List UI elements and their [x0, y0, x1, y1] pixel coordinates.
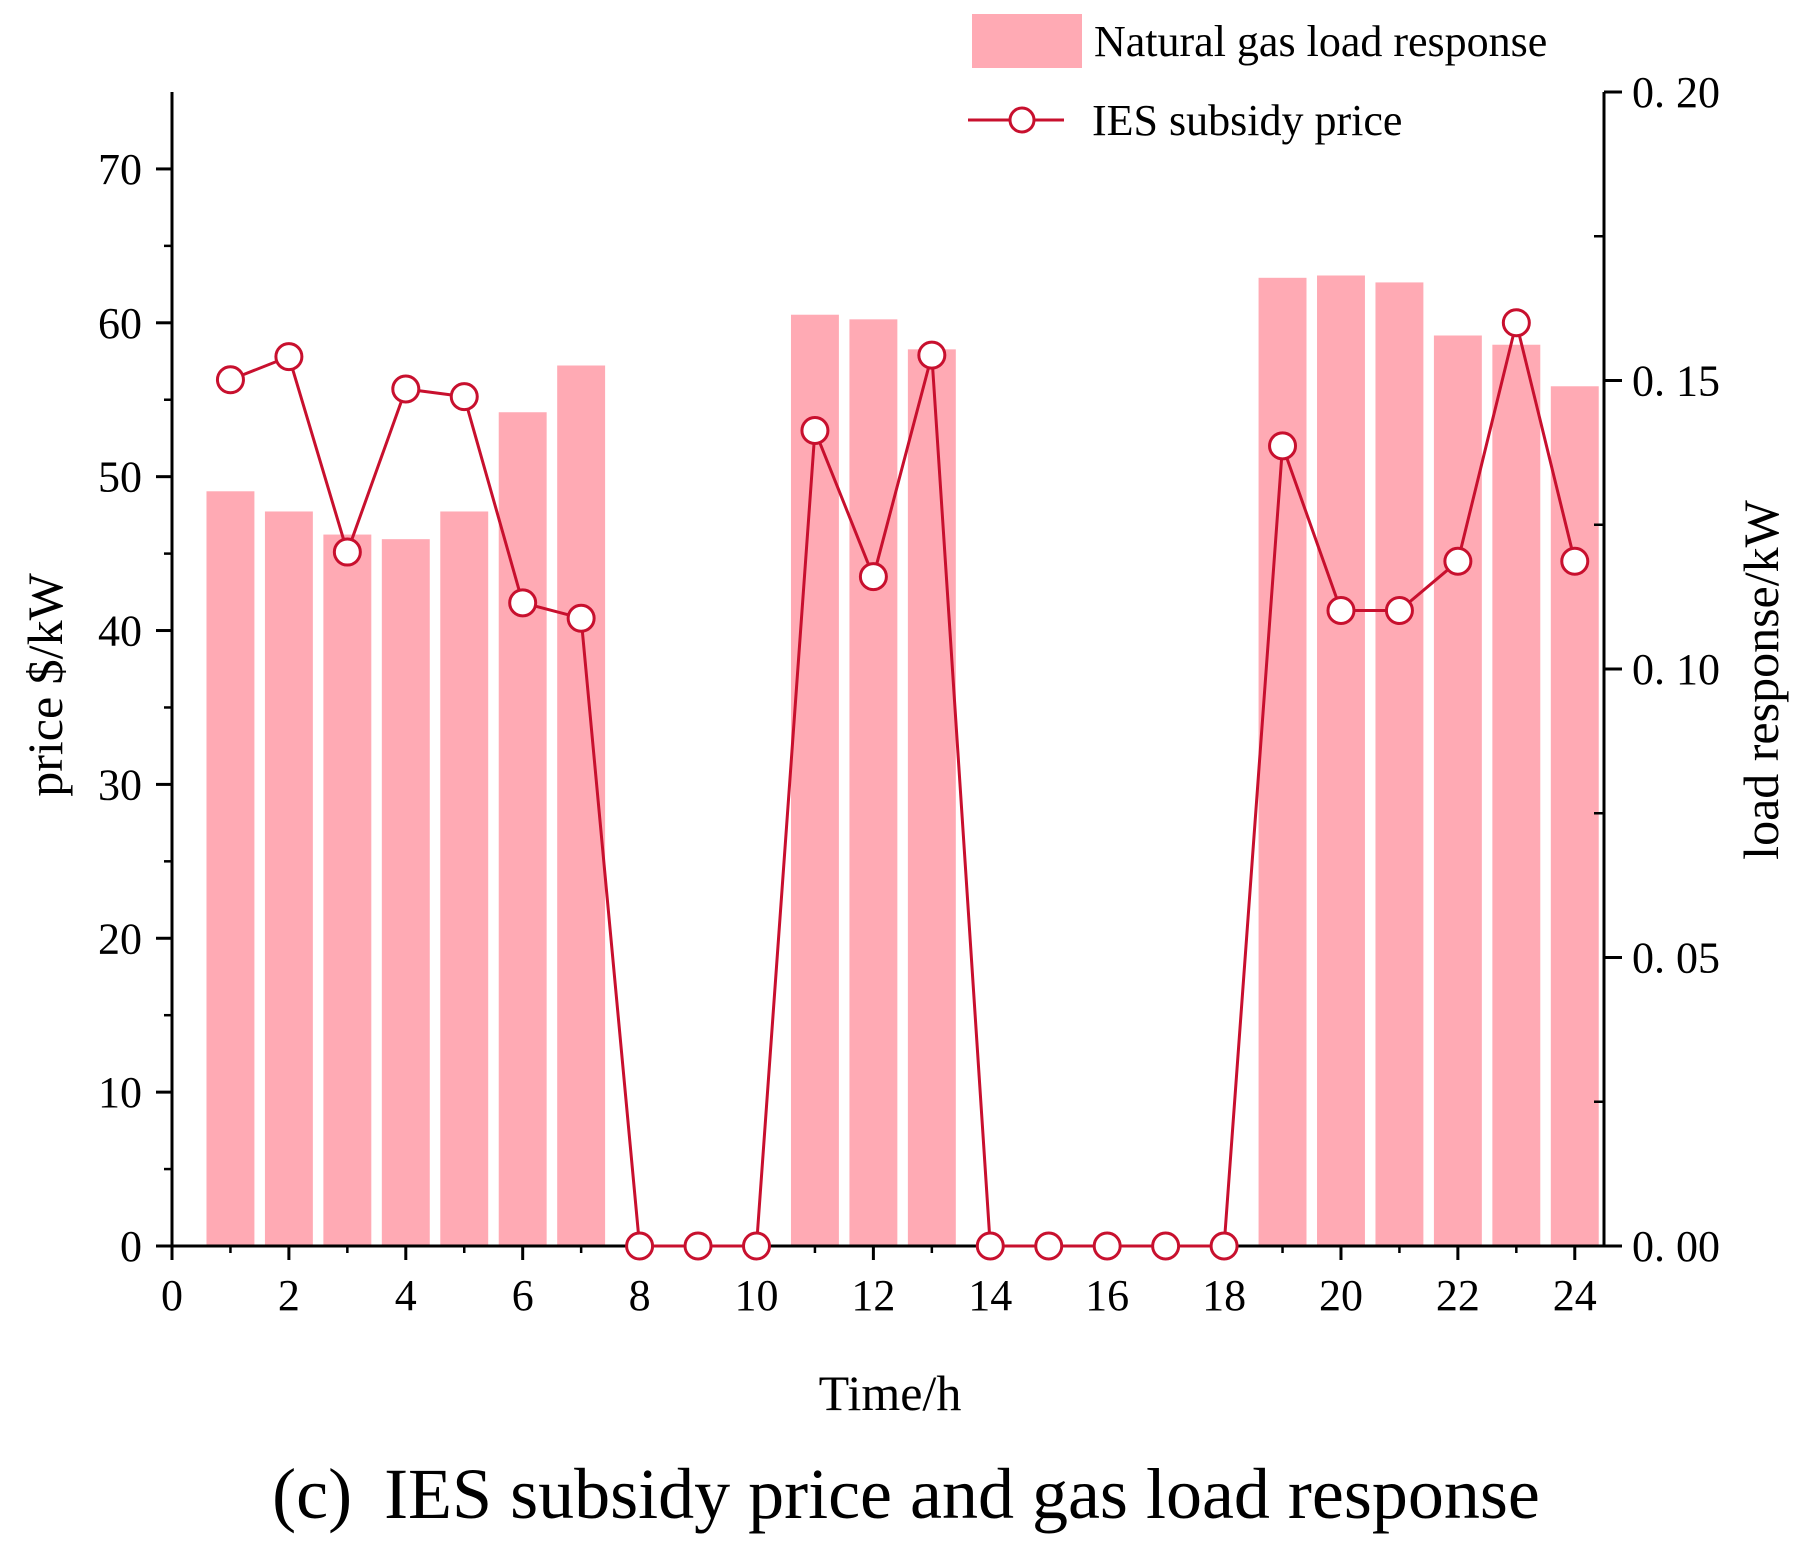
line-series: [215, 308, 1590, 1261]
y-left-tick-label: 0: [120, 1222, 142, 1271]
price-point-t4: [391, 374, 421, 404]
y-left-tick-label: 20: [98, 914, 142, 963]
legend: Natural gas load response IES subsidy pr…: [968, 14, 1547, 145]
y-right-tick-label: 0. 20: [1632, 68, 1720, 117]
y-left-tick-label: 60: [98, 299, 142, 348]
price-point-t3: [332, 537, 362, 567]
x-tick-label: 24: [1553, 1271, 1597, 1320]
y-right-tick-label: 0. 10: [1632, 645, 1720, 694]
bar-t11: [790, 314, 839, 1246]
price-point-t10: [741, 1231, 771, 1261]
y-right-tick-label: 0. 00: [1632, 1222, 1720, 1271]
bar-t24: [1550, 386, 1599, 1246]
x-axis-title: Time/h: [819, 1365, 962, 1421]
y-right-ticks: 0. 00 0. 05 0. 10 0. 15 0. 20: [1594, 68, 1720, 1271]
price-point-t1: [215, 365, 245, 395]
x-tick-label: 4: [395, 1271, 417, 1320]
price-point-t11: [800, 416, 830, 446]
price-point-t24: [1560, 546, 1590, 576]
y-left-tick-label: 40: [98, 607, 142, 656]
x-tick-label: 8: [629, 1271, 651, 1320]
x-ticks: 0 2 4 6 8 10 12 14 16 18 20 22 24: [161, 1246, 1597, 1320]
y-left-tick-label: 70: [98, 145, 142, 194]
bar-t21: [1375, 282, 1424, 1246]
bar-t20: [1317, 275, 1365, 1247]
bar-t5: [440, 511, 489, 1246]
x-tick-label: 12: [851, 1271, 895, 1320]
y-axis-left-title: price $/kW: [17, 572, 73, 796]
price-point-t8: [625, 1231, 655, 1261]
y-right-tick-label: 0. 05: [1632, 934, 1720, 983]
bar-t3: [323, 534, 372, 1246]
legend-line-marker: [1008, 106, 1036, 134]
price-point-t22: [1443, 546, 1473, 576]
bar-t19: [1258, 277, 1307, 1246]
bar-t4: [381, 539, 430, 1246]
caption-prefix: (c): [272, 1454, 352, 1534]
x-tick-label: 16: [1085, 1271, 1129, 1320]
bar-t23: [1492, 344, 1541, 1246]
legend-bar-swatch: [972, 14, 1082, 68]
caption-text: IES subsidy price and gas load response: [384, 1454, 1540, 1534]
subsidy-price-line: [229, 321, 1577, 1248]
x-tick-label: 14: [968, 1271, 1012, 1320]
bar-t12: [849, 319, 898, 1246]
price-point-t19: [1268, 431, 1298, 461]
y-axis-right-title: load response/kW: [1733, 499, 1789, 859]
price-point-t6: [508, 588, 538, 618]
y-right-tick-label: 0. 15: [1632, 357, 1720, 406]
price-point-t9: [683, 1231, 713, 1261]
price-point-t18: [1209, 1231, 1239, 1261]
price-point-t15: [1034, 1231, 1064, 1261]
x-tick-label: 2: [278, 1271, 300, 1320]
price-point-t7: [566, 603, 596, 633]
x-tick-label: 18: [1202, 1271, 1246, 1320]
legend-line-label: IES subsidy price: [1092, 96, 1402, 145]
y-left-tick-label: 10: [98, 1068, 142, 1117]
y-left-ticks: 0 10 20 30 40 50 60 70: [98, 145, 172, 1271]
price-point-t2: [274, 342, 304, 372]
price-point-t23: [1501, 308, 1531, 338]
price-point-t16: [1092, 1231, 1122, 1261]
bar-t1: [206, 491, 255, 1246]
price-point-t5: [449, 382, 479, 412]
bar-t22: [1433, 335, 1482, 1246]
y-left-tick-label: 30: [98, 760, 142, 809]
price-point-t13: [917, 340, 947, 370]
bar-t6: [498, 412, 547, 1246]
x-tick-label: 20: [1319, 1271, 1363, 1320]
price-point-t17: [1151, 1231, 1181, 1261]
bar-t2: [264, 511, 313, 1246]
figure-caption: (c) IES subsidy price and gas load respo…: [272, 1454, 1540, 1534]
y-left-tick-label: 50: [98, 453, 142, 502]
price-point-t21: [1384, 596, 1414, 626]
x-tick-label: 6: [512, 1271, 534, 1320]
price-point-t20: [1326, 596, 1356, 626]
bar-series: [206, 275, 1599, 1247]
price-point-t12: [858, 562, 888, 592]
bar-t13: [907, 349, 956, 1246]
x-tick-label: 10: [734, 1271, 778, 1320]
price-point-t14: [975, 1231, 1005, 1261]
legend-bar-label: Natural gas load response: [1094, 17, 1547, 66]
x-tick-label: 22: [1436, 1271, 1480, 1320]
x-tick-label: 0: [161, 1271, 183, 1320]
